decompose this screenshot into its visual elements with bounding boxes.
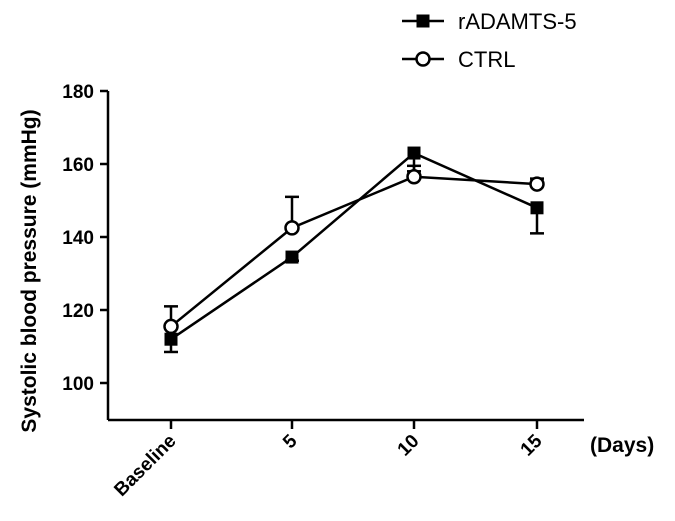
plot-area: [163, 146, 545, 354]
x-axis-title: (Days): [590, 434, 654, 457]
y-tick-label: 180: [62, 82, 94, 103]
data-point-circle: [406, 169, 422, 185]
data-point-circle: [163, 318, 179, 335]
data-point-square: [285, 250, 299, 264]
legend-label-radamts5: rADAMTS-5: [458, 9, 577, 34]
y-tick-label: 140: [62, 228, 94, 249]
legend-marker-ctrl: [415, 51, 431, 67]
series-line: [170, 175, 538, 328]
data-point-circle: [284, 220, 300, 236]
data-point-square: [407, 146, 421, 160]
y-ticks: 100 120 140 160 180: [62, 82, 108, 395]
series-ctrl: [163, 164, 545, 335]
data-point-square: [164, 332, 178, 346]
legend-label-ctrl: CTRL: [458, 47, 515, 72]
x-tick-label: Baseline: [110, 431, 180, 501]
data-point-circle: [529, 176, 545, 192]
x-tick-label: 5: [279, 430, 302, 453]
y-tick-label: 160: [62, 155, 94, 176]
x-ticks: Baseline 5 10 15: [110, 420, 547, 501]
data-point-square: [530, 201, 544, 215]
x-tick-label: 10: [394, 431, 424, 461]
legend-marker-radamts5: [416, 14, 430, 28]
y-tick-label: 120: [62, 301, 94, 322]
y-tick-label: 100: [62, 374, 94, 395]
series-radamts-5: [164, 146, 544, 354]
y-axis-title: Systolic blood pressure (mmHg): [18, 109, 41, 432]
legend: rADAMTS-5 CTRL: [402, 9, 577, 72]
x-tick-label: 15: [517, 430, 547, 460]
